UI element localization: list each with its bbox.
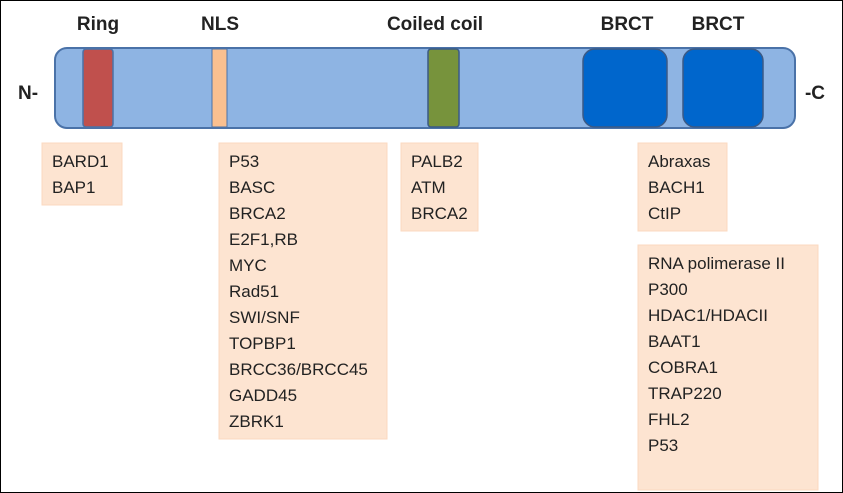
interactor: FHL2 (648, 410, 690, 429)
interactor: CtIP (648, 204, 681, 223)
interactor: BAAT1 (648, 332, 701, 351)
interactor: PALB2 (411, 152, 463, 171)
interactor-box (637, 244, 819, 491)
interactor: Abraxas (648, 152, 710, 171)
c-terminus: -C (805, 83, 825, 104)
brct-domain (682, 48, 764, 128)
nls-domain (211, 48, 228, 128)
brct-domain (582, 48, 668, 128)
interactor: TOPBP1 (229, 334, 296, 353)
domain-label: BRCT (601, 14, 654, 35)
interactor: RNA polimerase II (648, 254, 785, 273)
coiled-coil-domain (427, 48, 460, 128)
interactor-box (400, 142, 479, 232)
interactor: BRCA2 (411, 204, 468, 223)
interactor-box (637, 142, 728, 232)
interactor: P300 (648, 280, 688, 299)
domain-label: Ring (77, 14, 119, 35)
domain-label: Coiled coil (387, 14, 483, 35)
interactor: ATM (411, 178, 446, 197)
interactor: ZBRK1 (229, 412, 284, 431)
interactor: P53 (229, 152, 259, 171)
domain-label: NLS (201, 14, 239, 35)
interactor: SWI/SNF (229, 308, 300, 327)
interactor-box (41, 142, 123, 206)
interactor: Rad51 (229, 282, 279, 301)
n-terminus: N- (18, 83, 38, 104)
interactor: BRCC36/BRCC45 (229, 360, 368, 379)
interactor: BRCA2 (229, 204, 286, 223)
interactor: BARD1 (52, 152, 109, 171)
interactor: BACH1 (648, 178, 705, 197)
interactor: BAP1 (52, 178, 95, 197)
interactor: E2F1,RB (229, 230, 298, 249)
interactor: MYC (229, 256, 267, 275)
interactor: HDAC1/HDACII (648, 306, 768, 325)
interactor-box (218, 142, 388, 440)
interactor: TRAP220 (648, 384, 722, 403)
domain-label: BRCT (692, 14, 745, 35)
interactor: BASC (229, 178, 275, 197)
ring-domain (82, 48, 114, 128)
interactor: P53 (648, 436, 678, 455)
interactor: COBRA1 (648, 358, 718, 377)
interactor: GADD45 (229, 386, 297, 405)
